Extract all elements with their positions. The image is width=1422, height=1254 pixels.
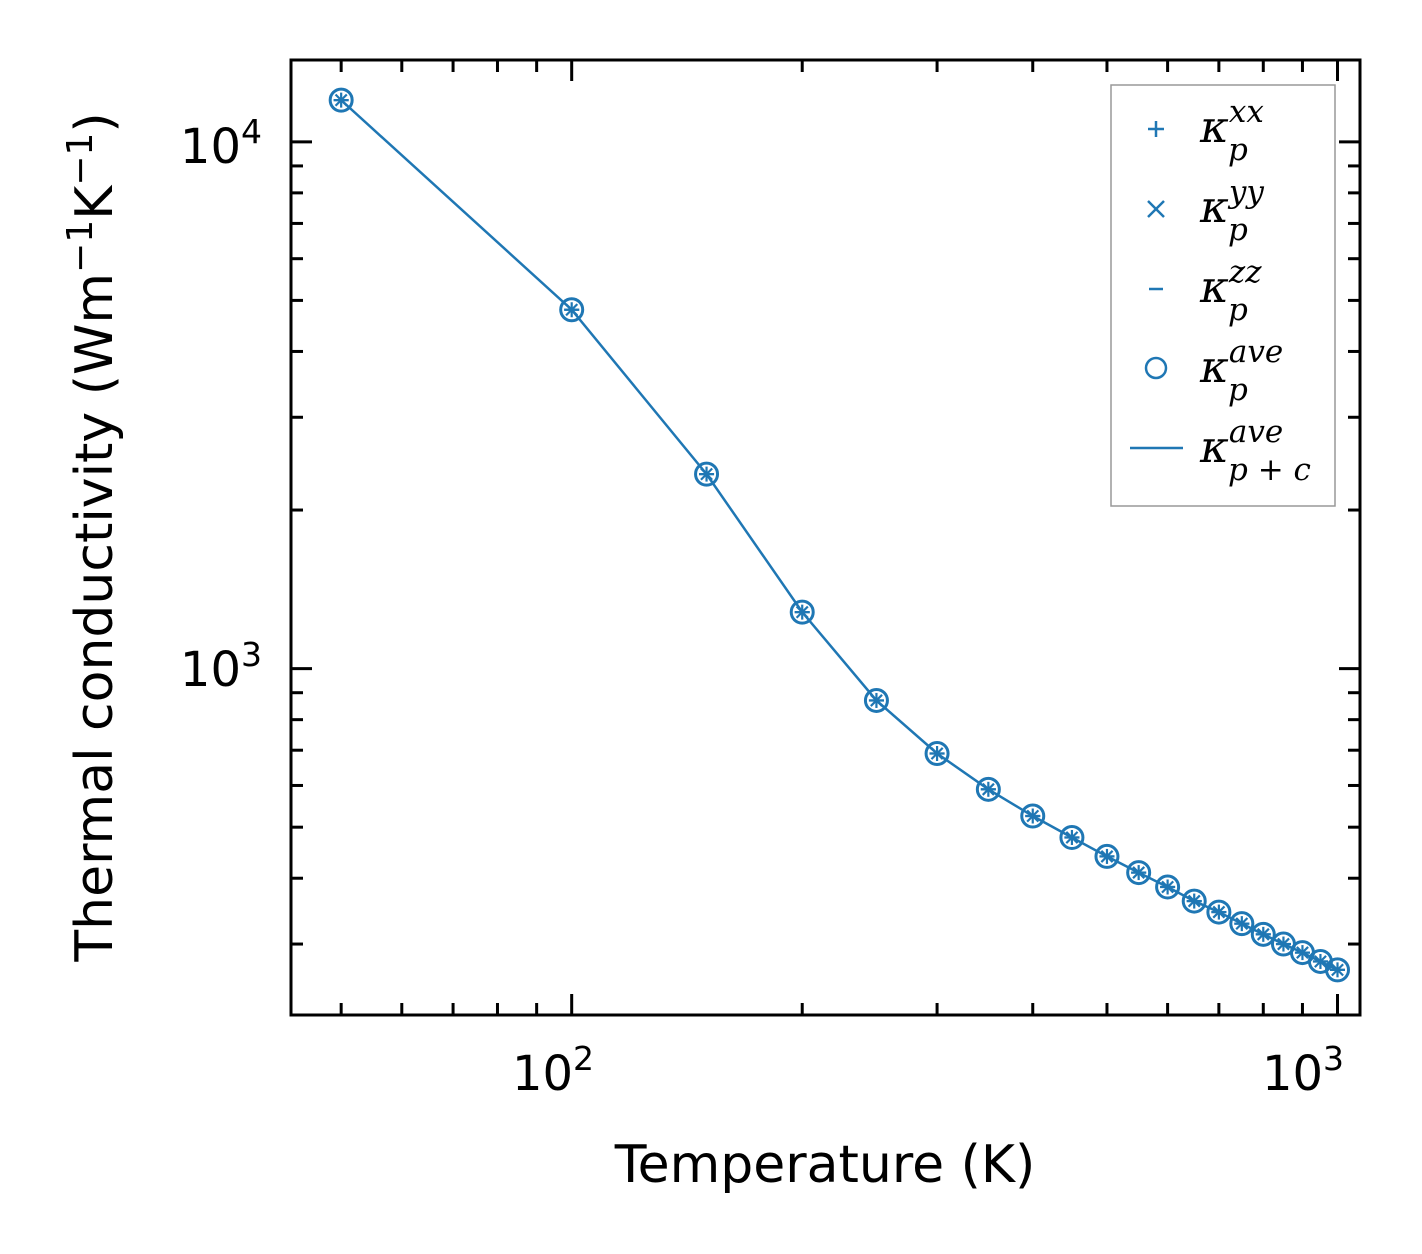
y-axis-title-part: K bbox=[65, 184, 125, 220]
svg-text:κzz: κzz bbox=[1199, 254, 1262, 313]
svg-text:κave: κave bbox=[1199, 334, 1283, 393]
legend-label-base: κ bbox=[1199, 102, 1229, 153]
svg-text:κxx: κxx bbox=[1199, 94, 1264, 153]
legend-label-sub: p bbox=[1228, 372, 1248, 408]
point-circle bbox=[924, 740, 950, 766]
y-tick-label-exp: 4 bbox=[241, 112, 262, 151]
y-axis-title-part: Thermal conductivity (Wm bbox=[65, 273, 125, 963]
point-circle bbox=[975, 776, 1001, 802]
legend-label-sup: ave bbox=[1229, 334, 1283, 370]
svg-text:104: 104 bbox=[180, 112, 262, 175]
legend-label-sup: yy bbox=[1227, 174, 1265, 210]
point-circle bbox=[1155, 874, 1181, 900]
x-tick-label-base: 10 bbox=[512, 1046, 573, 1102]
point-circle bbox=[694, 461, 720, 487]
legend-marker-circle bbox=[1144, 356, 1168, 380]
legend-entry: κxx p bbox=[1148, 94, 1264, 168]
y-tick-label: 104 bbox=[180, 112, 262, 175]
x-tick-label-exp: 3 bbox=[1323, 1039, 1344, 1078]
legend-label-base: κ bbox=[1199, 422, 1229, 473]
point-circle bbox=[1020, 803, 1046, 829]
legend-entry: κave p + c bbox=[1130, 414, 1311, 488]
svg-text:κave: κave bbox=[1199, 414, 1283, 473]
svg-text:κyy: κyy bbox=[1199, 174, 1264, 233]
point-circle bbox=[863, 687, 889, 713]
y-axis-title-sup: −1 bbox=[60, 220, 101, 273]
y-axis-title: Thermal conductivity (Wm−1K−1) bbox=[60, 112, 125, 962]
point-circle bbox=[1324, 957, 1350, 983]
point-circle bbox=[1206, 899, 1232, 925]
x-tick-label-base: 10 bbox=[1262, 1046, 1323, 1102]
y-tick-label-exp: 3 bbox=[241, 635, 262, 674]
legend-marker-plus bbox=[1148, 121, 1164, 137]
plot-layer bbox=[328, 87, 1350, 983]
legend-label-base: κ bbox=[1199, 182, 1229, 233]
point-circle bbox=[1094, 843, 1120, 869]
x-tick-label: 102 bbox=[512, 1039, 594, 1102]
y-tick-label: 103 bbox=[180, 635, 262, 698]
series-line-kappa-p+c-ave bbox=[340, 99, 1339, 971]
point-circle bbox=[559, 297, 585, 323]
svg-text:103: 103 bbox=[180, 635, 262, 698]
y-axis-title-part: ) bbox=[65, 112, 125, 132]
legend-label-sub: p + c bbox=[1228, 452, 1311, 488]
legend-box bbox=[1110, 84, 1336, 507]
point-circle bbox=[1250, 921, 1276, 947]
legend-label-base: κ bbox=[1199, 342, 1229, 393]
point-circle bbox=[1059, 824, 1085, 850]
point-circle bbox=[1181, 888, 1207, 914]
plot-frame bbox=[289, 58, 1362, 1017]
legend-label-sub: p bbox=[1228, 132, 1248, 168]
legend-label-sub: p bbox=[1228, 292, 1248, 328]
x-axis-title: Temperature (K) bbox=[614, 1135, 1036, 1195]
x-tick-label-exp: 2 bbox=[573, 1039, 594, 1078]
legend-entry: κzz p bbox=[1149, 254, 1262, 328]
point-circle bbox=[1126, 860, 1152, 886]
point-circle bbox=[1229, 911, 1255, 937]
legend-label-sup: zz bbox=[1228, 254, 1262, 290]
legend: κxx p κyy p κzz p κave p κave p + c bbox=[1110, 84, 1336, 507]
legend-label-sup: xx bbox=[1229, 94, 1264, 130]
legend-label-sup: ave bbox=[1229, 414, 1283, 450]
svg-text:103: 103 bbox=[1262, 1039, 1344, 1102]
y-tick-label-base: 10 bbox=[180, 119, 241, 175]
svg-text:102: 102 bbox=[512, 1039, 594, 1102]
axis-ticks bbox=[291, 60, 1360, 1015]
legend-entry: κave p bbox=[1144, 334, 1283, 408]
legend-label-base: κ bbox=[1199, 262, 1229, 313]
point-circle bbox=[789, 599, 815, 625]
y-axis-title-sup: −1 bbox=[60, 133, 101, 186]
point-circle bbox=[328, 87, 354, 113]
y-tick-label-base: 10 bbox=[180, 642, 241, 698]
legend-entry: κyy p bbox=[1147, 174, 1264, 248]
legend-marker-x bbox=[1147, 200, 1165, 218]
legend-label-sub: p bbox=[1228, 212, 1248, 248]
x-tick-label: 103 bbox=[1262, 1039, 1344, 1102]
